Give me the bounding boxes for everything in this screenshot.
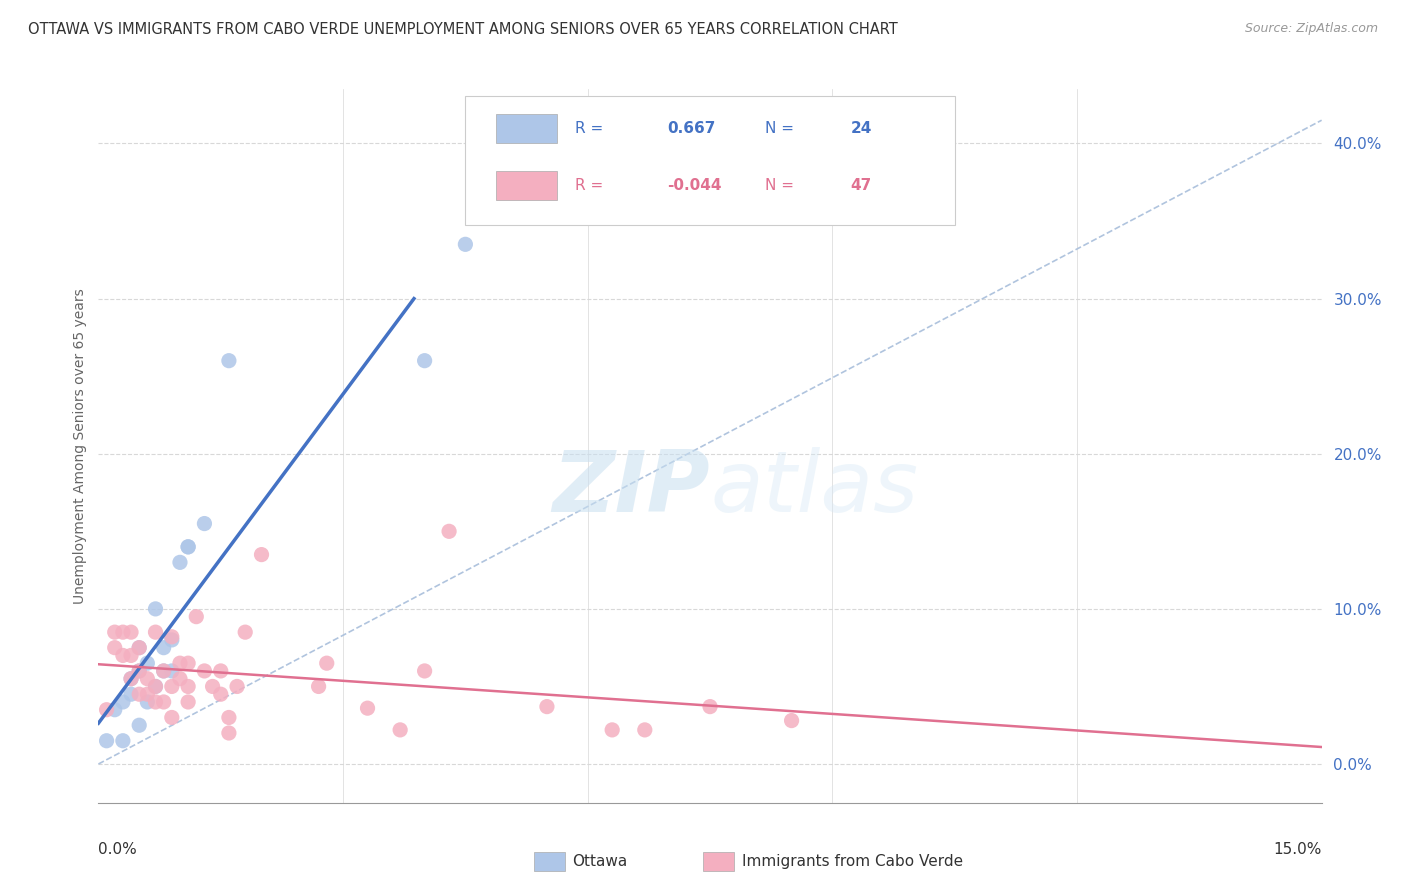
Point [160,680,183,694]
Point [160,664,183,678]
Point [177,695,200,709]
Point [389,723,412,737]
Point [536,699,558,714]
Point [250,548,273,562]
Point [136,687,159,701]
Point [356,701,378,715]
Point [111,733,134,747]
Text: -0.044: -0.044 [668,178,721,193]
Point [413,664,436,678]
Point [145,680,167,694]
Text: Source: ZipAtlas.com: Source: ZipAtlas.com [1244,22,1378,36]
Text: 15.0%: 15.0% [1274,842,1322,857]
Text: 0.667: 0.667 [668,121,716,136]
Point [160,630,183,644]
Point [120,687,142,701]
Point [186,609,208,624]
Point [111,695,134,709]
Point [145,602,167,616]
FancyBboxPatch shape [496,171,557,200]
Text: atlas: atlas [710,447,918,531]
Point [96,703,118,717]
FancyBboxPatch shape [465,96,955,225]
Point [152,664,174,678]
Point [152,664,174,678]
Point [104,625,127,640]
Point [120,648,142,663]
Point [96,733,118,747]
Point [699,699,721,714]
Point [128,687,150,701]
Point [218,353,240,368]
Point [169,555,191,569]
Point [218,726,240,740]
Point [226,680,249,694]
Text: Immigrants from Cabo Verde: Immigrants from Cabo Verde [742,855,963,869]
Text: Ottawa: Ottawa [572,855,627,869]
Point [104,640,127,655]
Point [315,656,337,670]
Point [152,695,174,709]
Point [177,656,200,670]
Text: 0.0%: 0.0% [98,842,138,857]
Text: 24: 24 [851,121,872,136]
Y-axis label: Unemployment Among Seniors over 65 years: Unemployment Among Seniors over 65 years [73,288,87,604]
Point [177,540,200,554]
Text: N =: N = [765,178,799,193]
Point [169,656,191,670]
Point [193,516,215,531]
Point [145,625,167,640]
Point [308,680,330,694]
Text: N =: N = [765,121,799,136]
Point [233,625,256,640]
Point [111,648,134,663]
Point [201,680,224,694]
Text: OTTAWA VS IMMIGRANTS FROM CABO VERDE UNEMPLOYMENT AMONG SENIORS OVER 65 YEARS CO: OTTAWA VS IMMIGRANTS FROM CABO VERDE UNE… [28,22,898,37]
Point [454,237,477,252]
Point [160,710,183,724]
Point [111,625,134,640]
Point [177,680,200,694]
Point [120,625,142,640]
Point [218,710,240,724]
Point [600,723,623,737]
Point [780,714,803,728]
Point [145,680,167,694]
Point [120,672,142,686]
FancyBboxPatch shape [496,114,557,143]
Text: R =: R = [575,121,609,136]
Point [209,664,232,678]
Text: 47: 47 [851,178,872,193]
Point [209,687,232,701]
Point [413,353,436,368]
Point [128,640,150,655]
Point [177,540,200,554]
Point [160,632,183,647]
Point [128,664,150,678]
Point [128,664,150,678]
Point [169,672,191,686]
Point [120,672,142,686]
Point [136,672,159,686]
Point [437,524,460,539]
Text: ZIP: ZIP [553,447,710,531]
Point [136,656,159,670]
Point [152,640,174,655]
Point [128,640,150,655]
Point [104,703,127,717]
Point [136,695,159,709]
Point [145,695,167,709]
Point [634,723,657,737]
Point [193,664,215,678]
Text: R =: R = [575,178,609,193]
Point [128,718,150,732]
